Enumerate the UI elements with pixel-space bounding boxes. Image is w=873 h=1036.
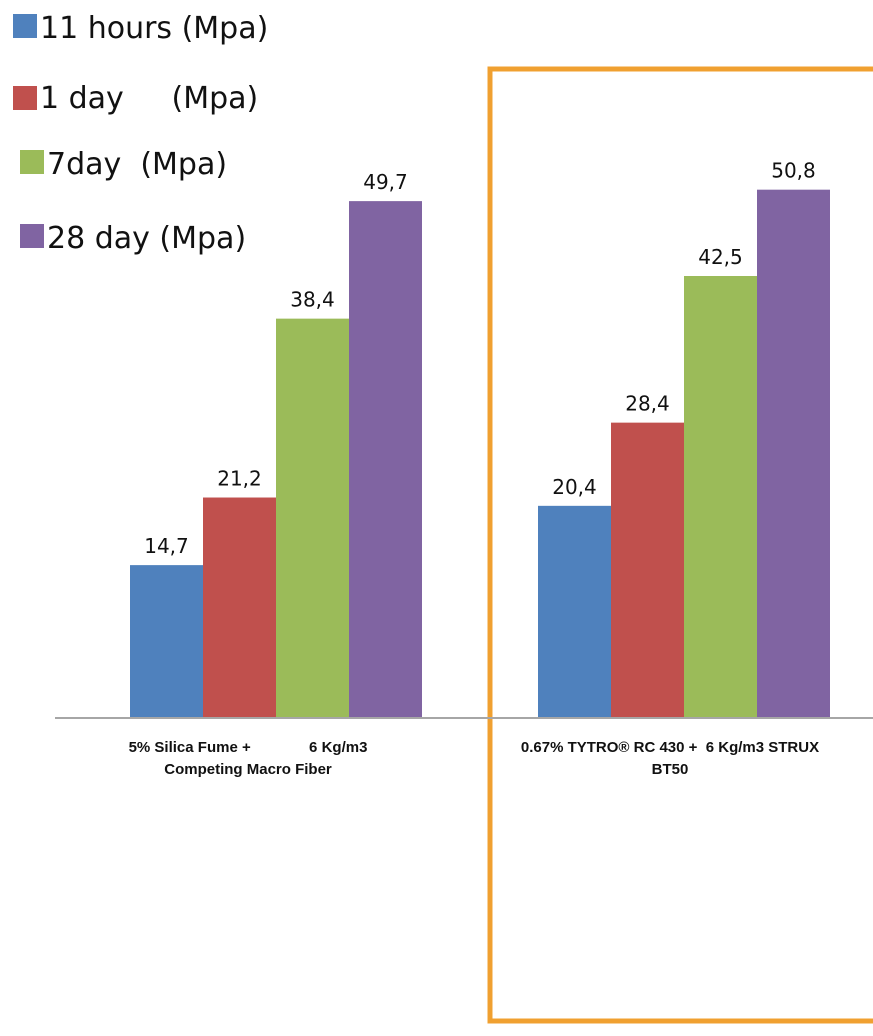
legend-label-series-1: 11 hours (Mpa)	[40, 11, 268, 46]
bar-series-3-category-1	[276, 318, 349, 718]
bar-series-2-category-1	[203, 497, 276, 718]
bar-series-3-category-2	[684, 276, 757, 718]
data-label-series-3-category-2: 42,5	[698, 245, 743, 269]
legend-label-series-4: 28 day (Mpa)	[47, 221, 246, 256]
legend-swatch-series-4	[20, 224, 44, 248]
data-label-series-4-category-2: 50,8	[771, 159, 816, 183]
bar-series-4-category-2	[757, 189, 830, 718]
bar-series-1-category-1	[130, 565, 203, 718]
bar-series-4-category-1	[349, 201, 422, 718]
data-label-series-3-category-1: 38,4	[290, 288, 335, 312]
category-label-2-line-2: BT50	[652, 761, 689, 778]
legend-swatch-series-2	[13, 86, 37, 110]
data-label-series-1-category-2: 20,4	[552, 475, 597, 499]
legend-label-series-3: 7day (Mpa)	[47, 147, 227, 182]
highlight-frame	[487, 66, 873, 1024]
data-label-series-2-category-2: 28,4	[625, 392, 670, 416]
bar-series-1-category-2	[538, 505, 611, 718]
data-label-series-1-category-1: 14,7	[144, 534, 189, 558]
category-label-1-line-2: Competing Macro Fiber	[164, 761, 332, 778]
category-label-2-line-1: 0.67% TYTRO® RC 430 + 6 Kg/m3 STRUX	[521, 739, 819, 756]
bar-series-2-category-2	[611, 422, 684, 718]
legend-swatch-series-1	[13, 14, 37, 38]
data-label-series-4-category-1: 49,7	[363, 170, 408, 194]
category-label-1-line-1: 5% Silica Fume + 6 Kg/m3	[129, 739, 368, 756]
data-label-series-2-category-1: 21,2	[217, 467, 262, 491]
legend-swatch-series-3	[20, 150, 44, 174]
legend-label-series-2: 1 day (Mpa)	[40, 81, 258, 116]
